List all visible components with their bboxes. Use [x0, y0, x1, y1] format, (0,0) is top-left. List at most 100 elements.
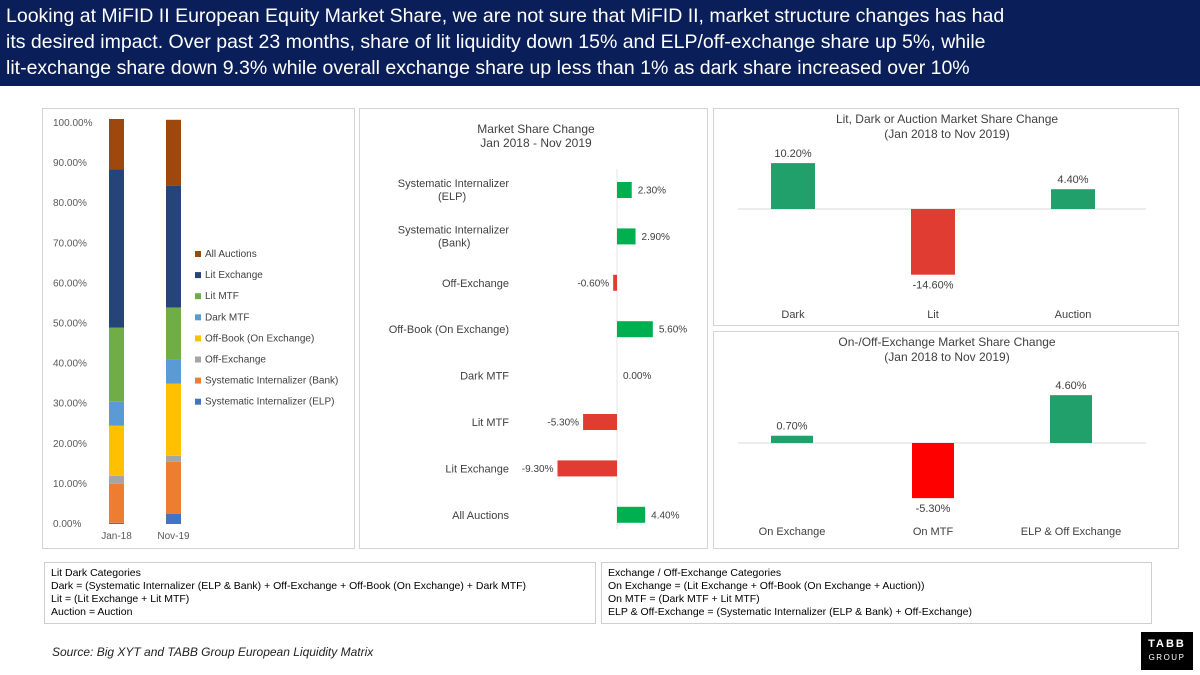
category-label: Off-Book (On Exchange) — [389, 324, 509, 336]
category-label: Lit — [927, 309, 939, 321]
y-tick-label: 50.00% — [53, 319, 87, 330]
stacked-segment-systematic-internalizer-bank — [166, 461, 181, 514]
data-label: -14.60% — [913, 280, 954, 292]
chart-title: Market Share Change — [477, 122, 595, 136]
stacked-segment-off-exchange — [109, 475, 124, 484]
data-label: -9.30% — [522, 464, 554, 475]
y-tick-label: 20.00% — [53, 439, 87, 450]
stacked-segment-all-auctions — [109, 118, 124, 170]
exchange-definition-on-exchange: On Exchange = (Lit Exchange + Off-Book (… — [608, 580, 925, 592]
stacked-segment-lit-mtf — [109, 327, 124, 402]
legend-swatch-systematic-internalizer-bank — [195, 377, 201, 384]
chart-subtitle: Jan 2018 - Nov 2019 — [480, 136, 592, 150]
category-label: ELP & Off Exchange — [1021, 526, 1122, 538]
chart-subtitle: (Jan 2018 to Nov 2019) — [884, 350, 1009, 364]
data-label: 10.20% — [774, 148, 812, 160]
y-tick-label: 40.00% — [53, 359, 87, 370]
stacked-segment-dark-mtf — [109, 401, 124, 426]
category-label: On MTF — [913, 526, 954, 538]
headline-line-3: lit-exchange share down 9.3% while overa… — [6, 57, 970, 79]
legend-label-systematic-internalizer-bank: Systematic Internalizer (Bank) — [205, 376, 338, 387]
chart-title: On-/Off-Exchange Market Share Change — [838, 335, 1056, 349]
data-label: 4.60% — [1055, 380, 1086, 392]
market-share-change-chart-panel: Market Share Change Jan 2018 - Nov 2019 2.… — [359, 108, 708, 549]
category-label-line-2: (ELP) — [438, 191, 466, 203]
y-tick-label: 80.00% — [53, 198, 87, 209]
legend-swatch-dark-mtf — [195, 314, 201, 321]
legend-swatch-lit-exchange — [195, 272, 201, 279]
source-note: Source: Big XYT and TABB Group European … — [52, 645, 374, 659]
category-label: Lit MTF — [472, 417, 510, 429]
legend-swatch-off-book-on-exchange — [195, 335, 201, 342]
category-label-line-2: (Bank) — [438, 237, 470, 249]
stacked-segment-systematic-internalizer-bank — [109, 483, 124, 523]
logo-line-1: TABB — [1148, 638, 1186, 650]
data-label: 0.70% — [776, 421, 807, 433]
category-label: Auction — [1055, 309, 1092, 321]
logo-line-2: GROUP — [1148, 653, 1186, 662]
legend-label-lit-mtf: Lit MTF — [205, 291, 239, 302]
data-label: -5.30% — [547, 418, 579, 429]
stacked-segment-lit-exchange — [166, 185, 181, 308]
change-bar-systematic-internalizer-bank — [617, 228, 636, 245]
column-auction — [1051, 189, 1095, 209]
tabb-group-logo: TABB GROUP — [1141, 632, 1193, 670]
lit-dark-categories-title: Lit Dark Categories — [51, 567, 141, 579]
data-label: -5.30% — [916, 503, 951, 515]
data-label: 0.00% — [623, 371, 651, 382]
y-tick-label: 100.00% — [53, 118, 93, 129]
legend-swatch-off-exchange — [195, 356, 201, 363]
x-category-label: Nov-19 — [157, 531, 190, 542]
exchange-definition-on-mtf: On MTF = (Dark MTF + Lit MTF) — [608, 593, 760, 605]
category-label-line-1: Systematic Internalizer — [398, 224, 510, 236]
data-label: -0.60% — [577, 278, 609, 289]
change-bar-off-book-on-exchange — [617, 321, 653, 338]
legend-swatch-all-auctions — [195, 251, 201, 257]
exchange-categories-box: Exchange / Off-Exchange Categories On Ex… — [601, 562, 1152, 624]
chart-subtitle: (Jan 2018 to Nov 2019) — [884, 127, 1009, 141]
data-label: 4.40% — [651, 510, 679, 521]
change-bar-all-auctions — [617, 506, 646, 523]
y-tick-label: 10.00% — [53, 479, 87, 490]
exchange-categories-title: Exchange / Off-Exchange Categories — [608, 567, 782, 579]
column-dark — [771, 163, 815, 209]
headline-line-1: Looking at MiFID II European Equity Mark… — [6, 5, 1005, 27]
lit-dark-auction-chart: Lit, Dark or Auction Market Share Change… — [738, 112, 1146, 321]
change-bar-off-exchange — [613, 274, 617, 291]
stacked-segment-lit-exchange — [109, 169, 124, 328]
column-lit — [911, 209, 955, 275]
column-elp-off-exchange — [1050, 395, 1092, 443]
category-label: Dark MTF — [460, 371, 509, 383]
column-on-mtf — [912, 443, 954, 499]
stacked-segment-off-book-on-exchange — [109, 425, 124, 476]
change-bar-lit-mtf — [583, 414, 617, 430]
data-label: 5.60% — [659, 325, 687, 336]
y-tick-label: 90.00% — [53, 158, 87, 169]
on-off-exchange-chart-panel: On-/Off-Exchange Market Share Change (Jan… — [713, 331, 1179, 549]
y-tick-label: 70.00% — [53, 238, 87, 249]
on-off-exchange-chart: On-/Off-Exchange Market Share Change(Jan… — [738, 335, 1146, 538]
legend-swatch-lit-mtf — [195, 293, 201, 300]
stacked-segment-off-exchange — [166, 455, 181, 462]
chart-title: Lit, Dark or Auction Market Share Change — [836, 112, 1058, 126]
headline-line-2: its desired impact. Over past 23 months,… — [6, 31, 986, 53]
legend-label-off-book-on-exchange: Off-Book (On Exchange) — [205, 333, 314, 344]
data-label: 2.30% — [638, 186, 666, 197]
category-label: Dark — [781, 309, 805, 321]
stacked-share-chart-panel: 0.00% 10.00% 20.00% 30.00% 40.00% 50.00% 60.00… — [42, 108, 355, 549]
lit-dark-auction-chart-panel: Lit, Dark or Auction Market Share Change… — [713, 108, 1179, 326]
x-category-label: Jan-18 — [101, 531, 132, 542]
legend-label-all-auctions: All Auctions — [205, 249, 257, 260]
category-label: Lit Exchange — [445, 463, 509, 475]
y-tick-label: 30.00% — [53, 399, 87, 410]
legend-label-dark-mtf: Dark MTF — [205, 312, 249, 323]
data-label: 2.90% — [642, 232, 670, 243]
data-label: 4.40% — [1057, 174, 1088, 186]
stacked-segment-lit-mtf — [166, 307, 181, 360]
y-tick-label: 0.00% — [53, 519, 81, 530]
category-label: On Exchange — [759, 526, 826, 538]
stacked-segment-all-auctions — [166, 119, 181, 186]
stacked-segment-systematic-internalizer-elp — [166, 513, 181, 524]
stacked-segment-dark-mtf — [166, 359, 181, 384]
